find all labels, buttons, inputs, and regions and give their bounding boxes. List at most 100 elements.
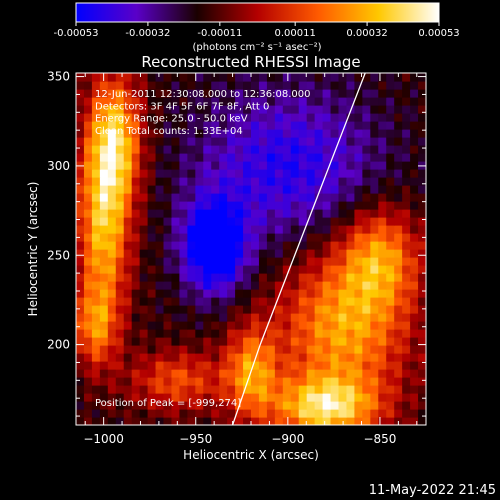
- heatmap-cell: [155, 297, 165, 306]
- heatmap-cell: [203, 89, 212, 98]
- heatmap-cell: [115, 129, 125, 138]
- heatmap-cell: [354, 265, 363, 274]
- heatmap-cell: [139, 329, 149, 338]
- heatmap-cell: [107, 409, 117, 418]
- heatmap-cell: [274, 377, 284, 386]
- heatmap-cell: [386, 97, 395, 106]
- heatmap-cell: [418, 201, 426, 210]
- heatmap-cell: [410, 313, 419, 322]
- heatmap-cell: [115, 209, 125, 218]
- heatmap-cell: [179, 393, 188, 402]
- heatmap-cell: [402, 97, 411, 106]
- heatmap-cell: [219, 393, 228, 402]
- heatmap-cell: [338, 369, 348, 378]
- heatmap-cell: [290, 193, 300, 202]
- heatmap-cell: [91, 153, 101, 162]
- heatmap-cell: [418, 369, 426, 378]
- heatmap-cell: [258, 409, 268, 418]
- heatmap-cell: [378, 361, 387, 370]
- heatmap-cell: [195, 249, 204, 258]
- heatmap-cell: [163, 73, 173, 82]
- heatmap-cell: [235, 209, 244, 218]
- heatmap-cell: [394, 153, 403, 162]
- heatmap-cell: [171, 73, 181, 82]
- heatmap-cell: [76, 177, 85, 186]
- heatmap-cell: [322, 393, 332, 402]
- heatmap-cell: [227, 289, 236, 298]
- heatmap-cell: [370, 233, 379, 242]
- heatmap-cell: [274, 265, 284, 274]
- heatmap-cell: [330, 249, 340, 258]
- heatmap-cell: [386, 289, 395, 298]
- heatmap-cell: [298, 153, 308, 162]
- heatmap-cell: [314, 393, 324, 402]
- heatmap-cell: [378, 81, 387, 90]
- heatmap-cell: [354, 353, 363, 362]
- heatmap-cell: [123, 417, 133, 425]
- heatmap-cell: [83, 249, 93, 258]
- heatmap-cell: [346, 369, 356, 378]
- heatmap-cell: [115, 145, 125, 154]
- heatmap-cell: [346, 121, 356, 130]
- heatmap-cell: [227, 73, 236, 82]
- heatmap-cell: [298, 417, 308, 425]
- heatmap-cell: [155, 273, 165, 282]
- heatmap-cell: [266, 209, 276, 218]
- heatmap-cell: [282, 369, 292, 378]
- heatmap-cell: [147, 329, 157, 338]
- heatmap-cell: [354, 313, 363, 322]
- heatmap-cell: [91, 209, 101, 218]
- heatmap-cell: [314, 321, 324, 330]
- heatmap-cell: [99, 273, 109, 282]
- heatmap-cell: [131, 417, 141, 425]
- heatmap-cell: [235, 233, 244, 242]
- heatmap-cell: [227, 225, 236, 234]
- heatmap-cell: [258, 169, 268, 178]
- heatmap-cell: [322, 313, 332, 322]
- heatmap-cell: [386, 241, 395, 250]
- heatmap-cell: [211, 177, 220, 186]
- heatmap-cell: [338, 329, 348, 338]
- heatmap-cell: [99, 137, 109, 146]
- heatmap-cell: [219, 377, 228, 386]
- heatmap-cell: [378, 185, 387, 194]
- heatmap-cell: [402, 345, 411, 354]
- heatmap-cell: [123, 305, 133, 314]
- heatmap-cell: [258, 193, 268, 202]
- heatmap-cell: [99, 337, 109, 346]
- heatmap-cell: [163, 129, 173, 138]
- heatmap-cell: [410, 329, 419, 338]
- heatmap-cell: [139, 225, 149, 234]
- heatmap-cell: [346, 321, 356, 330]
- heatmap-cell: [91, 313, 101, 322]
- heatmap-cell: [76, 121, 85, 130]
- heatmap-cell: [402, 89, 411, 98]
- heatmap-cell: [235, 265, 244, 274]
- heatmap-cell: [394, 113, 403, 122]
- heatmap-cell: [298, 353, 308, 362]
- heatmap-cell: [346, 145, 356, 154]
- heatmap-cell: [298, 129, 308, 138]
- heatmap-cell: [378, 169, 387, 178]
- heatmap-cell: [378, 233, 387, 242]
- heatmap-cell: [155, 313, 165, 322]
- heatmap-cell: [266, 297, 276, 306]
- heatmap-cell: [83, 281, 93, 290]
- heatmap-cell: [314, 225, 324, 234]
- heatmap-cell: [243, 217, 252, 226]
- heatmap-cell: [139, 265, 149, 274]
- heatmap-cell: [330, 209, 340, 218]
- heatmap-cell: [219, 129, 228, 138]
- heatmap-cell: [354, 153, 363, 162]
- heatmap-cell: [163, 89, 173, 98]
- heatmap-cell: [306, 265, 316, 274]
- heatmap-cell: [76, 281, 85, 290]
- heatmap-cell: [258, 305, 268, 314]
- colorbar-tick-label: 0.00011: [274, 28, 315, 39]
- heatmap-cell: [187, 361, 196, 370]
- heatmap-cell: [306, 289, 316, 298]
- heatmap-cell: [274, 329, 284, 338]
- heatmap-cell: [410, 225, 419, 234]
- heatmap-cell: [418, 81, 426, 90]
- heatmap-cell: [155, 121, 165, 130]
